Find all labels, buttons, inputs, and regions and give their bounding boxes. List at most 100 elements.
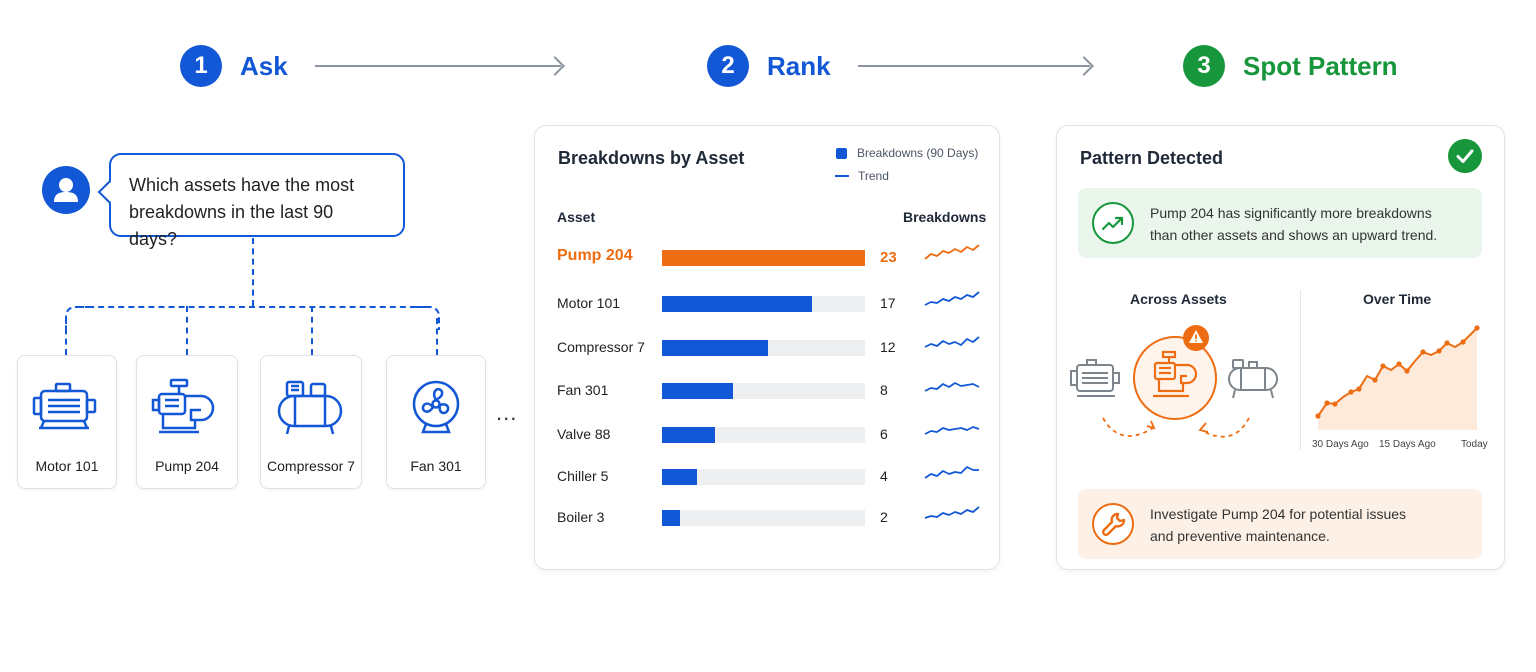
bar: [662, 383, 733, 399]
legend-line-label: Trend: [858, 169, 889, 183]
bar: [662, 250, 865, 266]
flow-arrow: [858, 65, 1090, 67]
tree-connector: [436, 318, 438, 355]
step-number: 3: [1183, 45, 1225, 87]
action-box: Investigate Pump 204 for potential issue…: [1078, 489, 1482, 559]
bar-label: Valve 88: [557, 426, 611, 442]
rank-panel-title: Breakdowns by Asset: [558, 148, 745, 168]
user-avatar-icon: [42, 166, 90, 214]
tree-connector: [311, 306, 313, 355]
bar-track: [662, 340, 865, 356]
bar-label: Pump 204: [557, 247, 633, 264]
bar-value: 8: [880, 382, 888, 398]
tree-connector: [416, 306, 440, 330]
column-header-asset: Asset: [557, 209, 596, 225]
insight-line: than other assets and shows an upward tr…: [1150, 227, 1438, 243]
arrow-head-icon: [545, 56, 565, 76]
flow-arrow: [315, 65, 561, 67]
bar-value: 17: [880, 295, 896, 311]
bar-value: 4: [880, 468, 888, 484]
question-line: breakdowns in the last 90 days?: [129, 202, 334, 249]
bar-value: 12: [880, 339, 896, 355]
legend-line-swatch: [835, 175, 849, 177]
bar-row: Boiler 3 2: [535, 503, 999, 533]
asset-name: Pump 204: [155, 458, 219, 474]
bar-row: Fan 301 8: [535, 376, 999, 406]
pattern-panel-title: Pattern Detected: [1080, 148, 1224, 168]
tree-connector: [78, 306, 426, 308]
bar-label: Motor 101: [557, 295, 621, 311]
tree-connector: [252, 238, 254, 306]
bar: [662, 427, 715, 443]
tree-connector: [65, 306, 89, 330]
asset-name: Compressor 7: [267, 458, 355, 474]
time-tick-label: 30 Days Ago: [1312, 439, 1369, 450]
bar-label: Boiler 3: [557, 509, 605, 525]
bar-track: [662, 469, 865, 485]
trend-sparkline: [924, 336, 980, 348]
step-number: 1: [180, 45, 222, 87]
step-number: 2: [707, 45, 749, 87]
action-text: Investigate Pump 204 for potential issue…: [1150, 503, 1470, 547]
bar-label: Chiller 5: [557, 468, 609, 484]
trend-sparkline: [924, 382, 980, 392]
asset-card-motor[interactable]: Motor 101: [17, 355, 117, 489]
asset-name: Fan 301: [410, 458, 462, 474]
rank-panel: Breakdowns by Asset Breakdowns (90 Days)…: [534, 125, 1000, 570]
across-assets-title: Across Assets: [1130, 291, 1227, 307]
tree-connector: [65, 318, 67, 355]
insight-box: Pump 204 has significantly more breakdow…: [1078, 188, 1482, 258]
trending-up-icon: [1092, 202, 1134, 244]
step-label: Spot Pattern: [1243, 50, 1398, 81]
bar-value: 2: [880, 509, 888, 525]
step-label: Rank: [767, 50, 831, 81]
legend-swatch: [836, 147, 847, 159]
time-tick-label: 15 Days Ago: [1379, 439, 1436, 450]
asset-card-compressor[interactable]: Compressor 7: [260, 355, 362, 489]
bar-row: Motor 101 17: [535, 289, 999, 319]
asset-card-fan[interactable]: Fan 301: [386, 355, 486, 489]
bar: [662, 340, 768, 356]
legend-bar-label: Breakdowns (90 Days): [857, 146, 979, 160]
trend-sparkline: [924, 291, 980, 306]
trend-sparkline: [924, 466, 979, 479]
time-tick-label: Today: [1461, 439, 1488, 450]
question-bubble: Which assets have the most breakdowns in…: [109, 153, 405, 249]
insight-text: Pump 204 has significantly more breakdow…: [1150, 202, 1470, 246]
trend-sparkline: [924, 244, 980, 260]
divider: [1300, 290, 1301, 450]
bar-row: Chiller 5 4: [535, 462, 999, 492]
asset-card-pump[interactable]: Pump 204: [136, 355, 238, 489]
bar-row: Valve 88 6: [535, 420, 999, 450]
bar-label: Compressor 7: [557, 339, 645, 355]
bar: [662, 510, 680, 526]
action-line: and preventive maintenance.: [1150, 528, 1330, 544]
bar: [662, 296, 812, 312]
bar-value: 23: [880, 249, 897, 266]
question-line: Which assets have the most: [129, 175, 355, 195]
action-line: Investigate Pump 204 for potential issue…: [1150, 506, 1407, 522]
step-rank: 2 Rank: [707, 45, 831, 87]
bar-value: 6: [880, 426, 888, 442]
bar-track: [662, 427, 865, 443]
across-assets-illustration: [1070, 325, 1278, 438]
bar-row: Pump 204 23: [535, 243, 999, 273]
tree-connector: [186, 306, 188, 355]
compressor-icon: [277, 380, 343, 435]
bar-row: Compressor 7 12: [535, 333, 999, 363]
motor-icon: [32, 382, 97, 430]
bar-label: Fan 301: [557, 382, 609, 398]
column-header-breakdowns: Breakdowns: [903, 209, 987, 225]
step-ask: 1 Ask: [180, 45, 288, 87]
trend-sparkline: [924, 426, 980, 435]
insight-line: Pump 204 has significantly more breakdow…: [1150, 205, 1432, 221]
legend-line: Trend: [835, 169, 889, 183]
check-circle-icon: [1448, 139, 1482, 173]
fan-icon: [412, 380, 460, 434]
over-time-title: Over Time: [1363, 291, 1432, 307]
bar: [662, 469, 697, 485]
asset-name: Motor 101: [35, 458, 99, 474]
arrow-head-icon: [1074, 56, 1094, 76]
pump-icon: [151, 378, 215, 434]
more-assets-indicator: ...: [496, 400, 518, 425]
